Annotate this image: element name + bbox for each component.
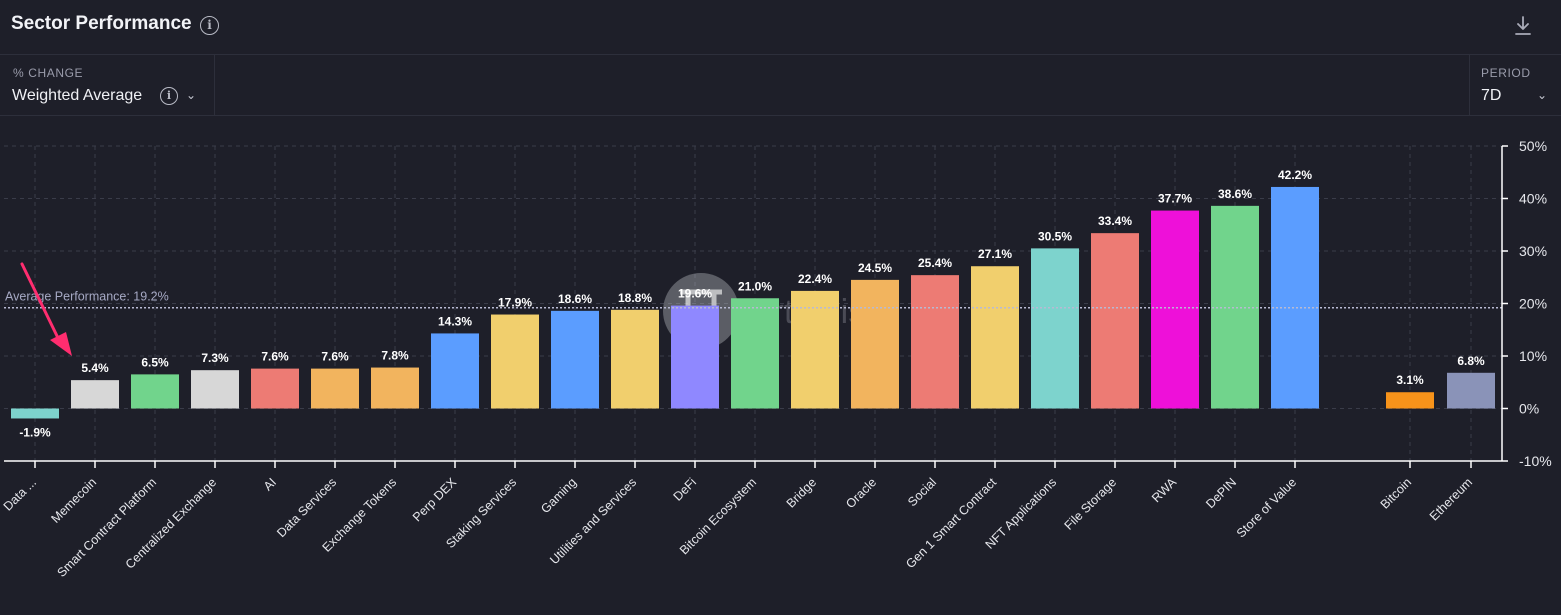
- data-label: 7.8%: [381, 349, 409, 363]
- y-tick-label: 40%: [1519, 191, 1547, 207]
- data-label: 7.6%: [321, 350, 349, 364]
- x-tick-label: Perp DEX: [410, 475, 460, 525]
- x-tick-label: Memecoin: [48, 475, 99, 526]
- y-tick-label: 10%: [1519, 348, 1547, 364]
- data-label: 5.4%: [81, 361, 109, 375]
- x-tick-label: Bridge: [784, 475, 819, 510]
- arrow-head-icon: [50, 332, 72, 356]
- y-tick-label: 0%: [1519, 401, 1539, 417]
- data-label: 18.6%: [558, 292, 592, 306]
- chart-controls: % CHANGE Weighted Average i ⌄ PERIOD 7D …: [0, 55, 1561, 116]
- data-label: 22.4%: [798, 272, 832, 286]
- bar: [191, 370, 239, 409]
- bar: [311, 368, 359, 409]
- y-tick-label: 20%: [1519, 296, 1547, 312]
- weighted-info-icon[interactable]: i: [160, 87, 178, 105]
- x-tick-label: Oracle: [843, 475, 879, 511]
- bar: [671, 305, 719, 409]
- divider: [1469, 55, 1470, 115]
- data-label: 19.6%: [678, 287, 712, 301]
- x-tick-label: Gaming: [538, 475, 579, 516]
- bar: [131, 374, 179, 409]
- bar: [1211, 205, 1259, 409]
- x-tick-label: Bitcoin: [1378, 475, 1414, 511]
- x-tick-label: Data Services: [274, 475, 339, 540]
- data-label: 25.4%: [918, 256, 952, 270]
- bar: [11, 408, 59, 419]
- bar: [1447, 372, 1495, 409]
- x-tick-label: DeFi: [671, 475, 700, 504]
- x-tick-label: AI: [261, 475, 279, 493]
- bar: [431, 333, 479, 409]
- x-tick-label: Ethereum: [1427, 475, 1475, 523]
- download-icon[interactable]: [1512, 14, 1534, 38]
- data-label: 37.7%: [1158, 192, 1192, 206]
- bar: [971, 266, 1019, 409]
- y-tick-label: 30%: [1519, 243, 1547, 259]
- data-label: 42.2%: [1278, 168, 1312, 182]
- data-label: 17.9%: [498, 296, 532, 310]
- bar: [1031, 248, 1079, 409]
- y-tick-label: -10%: [1519, 453, 1552, 469]
- data-label: 21.0%: [738, 279, 772, 293]
- chevron-down-icon: ⌄: [186, 88, 197, 102]
- chart-bars: -1.9% 5.4% 6.5% 7.3% 7.6% 7.6% 7.8% 14.3% 17.9% 1…: [11, 168, 1495, 439]
- y-tick-label: 50%: [1519, 138, 1547, 154]
- chevron-down-icon: ⌄: [1537, 88, 1548, 102]
- bar: [1091, 233, 1139, 409]
- x-tick-label: Smart Contract Platform: [54, 475, 159, 580]
- data-label: 38.6%: [1218, 187, 1252, 201]
- data-label: 6.5%: [141, 355, 169, 369]
- x-tick-label: DePIN: [1203, 475, 1239, 511]
- data-label: 30.5%: [1038, 229, 1072, 243]
- bar: [371, 367, 419, 409]
- x-tick-label: Social: [905, 475, 939, 509]
- annotation-arrow: [20, 262, 72, 356]
- average-line: Average Performance: 19.2%: [4, 290, 1502, 309]
- x-tick-label: Data ...: [1, 475, 39, 513]
- page-title: Sector Performance: [11, 13, 192, 34]
- bar: [1271, 186, 1319, 409]
- bar: [1386, 392, 1434, 409]
- change-label: % CHANGE: [13, 66, 84, 80]
- y-axis: 50% 40% 30% 20% 10% 0% -10%: [1501, 138, 1552, 469]
- bar: [851, 279, 899, 409]
- info-icon[interactable]: i: [200, 16, 219, 35]
- period-label: PERIOD: [1481, 66, 1531, 80]
- bar: [71, 380, 119, 409]
- divider: [214, 55, 215, 115]
- arrow-shaft: [20, 262, 60, 340]
- bar: [911, 275, 959, 409]
- data-label: 18.8%: [618, 291, 652, 305]
- bar: [251, 368, 299, 409]
- period-selector[interactable]: PERIOD 7D ⌄: [1470, 55, 1561, 115]
- x-tick-label: RWA: [1149, 475, 1180, 506]
- data-label: 24.5%: [858, 261, 892, 275]
- change-selector[interactable]: % CHANGE Weighted Average i ⌄: [0, 55, 214, 115]
- bar: [791, 290, 839, 409]
- data-label: 33.4%: [1098, 214, 1132, 228]
- bar: [551, 310, 599, 409]
- data-label: 3.1%: [1396, 373, 1424, 387]
- data-label: 6.8%: [1457, 354, 1485, 368]
- x-tick-label: File Storage: [1062, 475, 1120, 533]
- bar: [1151, 210, 1199, 409]
- bar: [611, 309, 659, 409]
- bar: [491, 314, 539, 409]
- data-label: 7.6%: [261, 350, 289, 364]
- data-label: 7.3%: [201, 351, 229, 365]
- bar: [731, 298, 779, 409]
- chart-header: Sector Performance i: [0, 0, 1561, 55]
- average-label: Average Performance: 19.2%: [5, 290, 169, 304]
- data-label: -1.9%: [19, 425, 51, 439]
- data-label: 14.3%: [438, 314, 472, 328]
- period-value: 7D: [1481, 87, 1502, 104]
- data-label: 27.1%: [978, 247, 1012, 261]
- x-tick-label: Store of Value: [1234, 475, 1299, 540]
- change-value: Weighted Average: [12, 87, 143, 104]
- bar-chart: Artemis -1.9%5.4%6.5%7.3%7.6%7.6%7.8%14.…: [1, 138, 1552, 580]
